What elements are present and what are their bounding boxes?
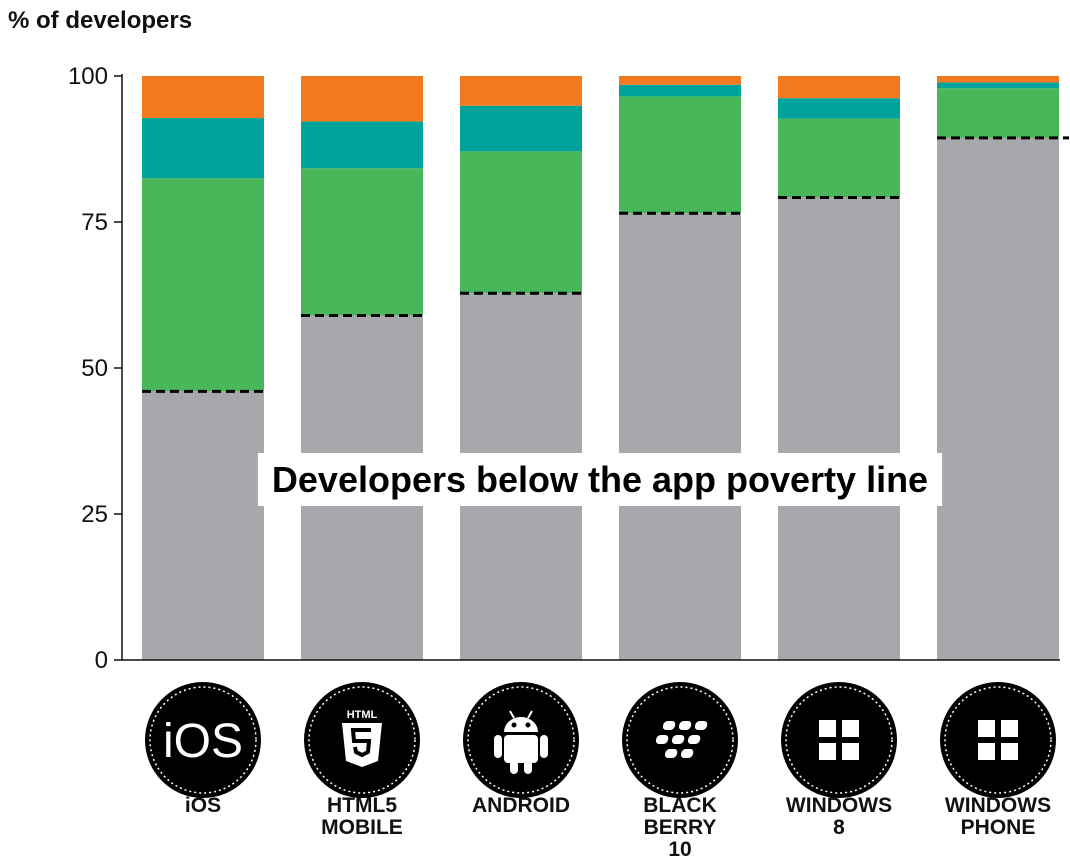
bar-segment-3-4 [619,84,741,97]
html5-logo-icon: HTML [304,682,420,798]
html5-logo-text: HTML [347,709,378,721]
ios-logo-icon: iOS [145,682,261,798]
poverty-line-markers [142,136,1069,393]
bar-segment-4-5 [778,76,900,99]
bar-segment-4-2 [301,76,423,122]
category-label: WINDOWS [786,794,892,817]
bar-segment-1-5 [778,197,900,661]
ios-logo-text: iOS [163,715,243,768]
category-label: BLACK [643,794,717,817]
windows-logo-icon [940,682,1056,798]
y-tick-label: 0 [95,647,108,674]
bar-segment-3-1 [142,118,264,179]
category-label: ANDROID [472,794,570,817]
y-axis: 0 25 50 75 100 [68,63,1060,674]
category-label: PHONE [961,816,1036,839]
bar-segment-2-6 [937,88,1059,138]
y-tick-label: 75 [81,209,108,236]
y-tick-label: 100 [68,63,108,90]
bar-segment-4-6 [937,76,1059,83]
category-label: MOBILE [321,816,403,839]
y-tick-label: 25 [81,501,108,528]
bar-segment-3-6 [937,82,1059,89]
category-label: 10 [668,838,691,861]
annotation-group: Developers below the app poverty line [257,453,943,506]
y-tick-label: 50 [81,355,108,382]
bar-segment-1-6 [937,137,1059,661]
blackberry-logo-icon [622,682,738,798]
bar-segment-4-3 [460,76,582,106]
bar-segment-4-1 [142,76,264,119]
bar-segment-2-2 [301,168,423,316]
bar-segment-4-4 [619,76,741,85]
annotation-background [257,453,943,506]
platform-icons: iOS HTML [145,682,1056,798]
annotation-label: Developers below the app poverty line [272,459,928,500]
bar-segment-1-4 [619,213,741,661]
bar-segment-2-3 [460,151,582,294]
category-label: 8 [833,816,845,839]
category-label: BERRY [644,816,717,839]
bar-segment-3-5 [778,98,900,119]
category-label: HTML5 [327,794,397,817]
bars-group [142,76,1059,661]
bar-segment-2-1 [142,178,264,392]
android-logo-icon [463,682,579,798]
bar-segment-1-1 [142,391,264,660]
category-label: iOS [185,794,221,817]
category-label: WINDOWS [945,794,1051,817]
bar-segment-2-4 [619,96,741,214]
bar-segment-3-3 [460,105,582,152]
y-axis-label: % of developers [8,7,192,34]
windows-logo-icon [781,682,897,798]
bar-segment-2-5 [778,118,900,198]
bar-segment-3-2 [301,121,423,169]
